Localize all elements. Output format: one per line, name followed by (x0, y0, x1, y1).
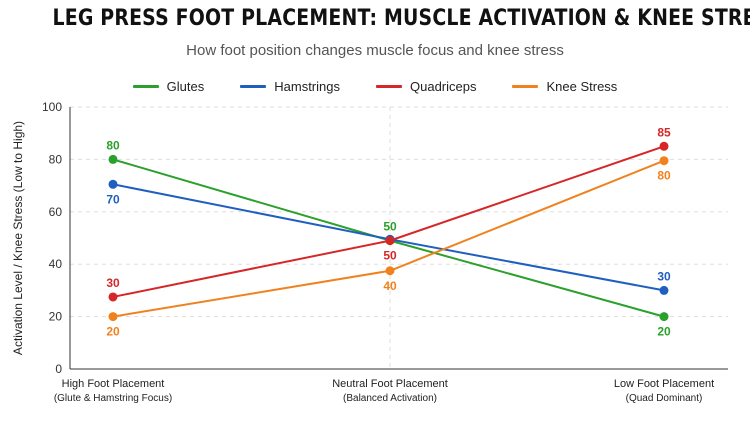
data-label: 50 (383, 220, 397, 234)
data-point (659, 141, 669, 151)
legend-label: Glutes (166, 79, 205, 94)
data-label: 20 (657, 325, 671, 339)
data-label: 70 (106, 192, 120, 206)
data-label: 40 (383, 279, 397, 293)
data-point (659, 312, 669, 322)
legend-label: Hamstrings (274, 79, 340, 94)
x-tick-sublabel: (Glute & Hamstring Focus) (54, 393, 172, 404)
legend-label: Quadriceps (410, 79, 477, 94)
legend-item: Knee Stress (512, 79, 617, 94)
legend-item: Glutes (132, 79, 205, 94)
y-tick-label: 100 (42, 100, 62, 114)
data-label: 80 (106, 138, 120, 152)
legend-label: Knee Stress (546, 79, 618, 94)
y-tick-label: 20 (49, 310, 63, 324)
data-point (108, 179, 118, 189)
chart-title: LEG PRESS FOOT PLACEMENT: MUSCLE ACTIVAT… (52, 6, 750, 31)
legend-item: Hamstrings (240, 79, 340, 94)
legend-swatch (132, 85, 159, 88)
y-tick-label: 40 (49, 257, 63, 271)
x-tick-label: High Foot Placement (62, 378, 165, 390)
y-tick-label: 0 (55, 362, 62, 376)
legend-swatch (512, 85, 539, 88)
data-label: 85 (657, 125, 671, 139)
data-label: 30 (657, 269, 671, 283)
y-tick-label: 60 (49, 205, 63, 219)
data-point (108, 312, 118, 322)
chart-subtitle: How foot position changes muscle focus a… (186, 42, 564, 59)
data-point (659, 156, 669, 166)
data-label: 80 (657, 169, 671, 183)
y-axis-label: Activation Level / Knee Stress (Low to H… (11, 121, 25, 355)
data-point (659, 285, 669, 295)
x-tick-sublabel: (Quad Dominant) (626, 393, 703, 404)
data-point (108, 292, 118, 302)
data-point (108, 154, 118, 164)
legend-swatch (376, 85, 402, 88)
x-tick-label: Low Foot Placement (614, 378, 714, 390)
x-tick-sublabel: (Balanced Activation) (343, 393, 437, 404)
legend-swatch (240, 85, 267, 88)
data-point (385, 266, 395, 276)
x-tick-label: Neutral Foot Placement (332, 378, 448, 390)
y-tick-label: 80 (49, 152, 63, 166)
legend-item: Quadriceps (376, 79, 476, 94)
chart-legend: Glutes Hamstrings Quadriceps Knee Stress (0, 79, 750, 94)
data-point (385, 236, 395, 246)
data-label: 30 (106, 276, 120, 290)
data-label: 20 (106, 325, 120, 339)
data-label: 50 (383, 249, 397, 263)
